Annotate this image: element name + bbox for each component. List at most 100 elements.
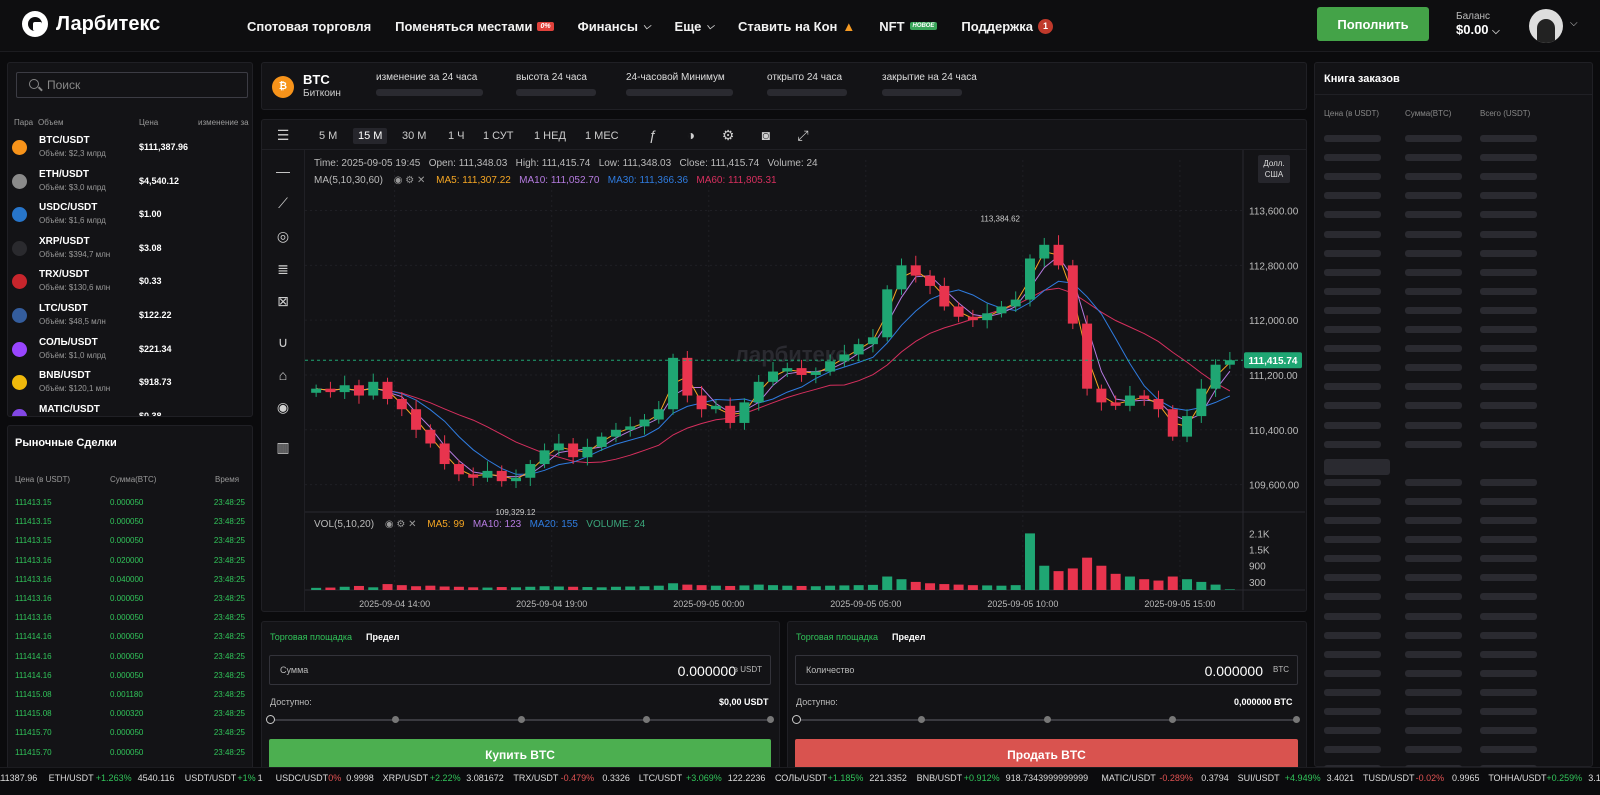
gear-icon[interactable]: ⚙ [721,127,735,143]
search-input[interactable]: Поиск [16,72,248,98]
ticker-item[interactable]: 122.2236 [727,773,766,783]
sell-quantity-field[interactable]: Количество 0.000000 BTC [795,655,1298,685]
brand-logo[interactable]: Ларбитекс [22,11,160,37]
timeframe-tab[interactable]: 1 СУТ [483,130,514,142]
market-row[interactable]: СОЛЬ/USDT Объём: $1,0 млрд $221.34 [12,333,253,367]
ticker-item[interactable]: 918.7343999999999 [1005,773,1089,783]
ticker-item[interactable]: СОЛЬ/USDT [775,773,828,783]
timeframe-tab[interactable]: 5 М [319,130,338,142]
ticker-item[interactable]: 221.3352 [869,773,907,783]
market-row[interactable]: XRP/USDT Объём: $394,7 млн $3.08 [12,232,253,266]
ticker-item[interactable]: ТОННА/USDT [1488,773,1547,783]
ticker-item[interactable]: +0.259% [1546,773,1583,783]
ticker-item[interactable]: 3.081672 [466,773,504,783]
price-chart[interactable]: 113,600.00 112,800.00 112,000.00 111,200.00… [305,150,1305,610]
trend-line-icon[interactable]: ⟋ [278,195,288,211]
ticker-item[interactable]: 1 [257,773,263,783]
buy-button[interactable]: Купить BTC [269,739,771,771]
ticker-item[interactable]: +1% [237,773,256,783]
sell-tab-market[interactable]: Торговая площадка [796,632,878,642]
nav-finance[interactable]: Финансы ⌵ [577,18,651,34]
nav-swap[interactable]: Поменяться местами 0% [395,19,554,34]
ticker-item[interactable]: TUSD/USDT [1363,773,1415,783]
ticker-item[interactable]: 0.3326 [602,773,630,783]
ticker-item[interactable]: 111387.96 [0,773,38,783]
currency-toggle[interactable]: Долл. США [1258,155,1290,183]
ticker-item[interactable]: 0.9965 [1452,773,1480,783]
ticker-item[interactable]: USDT/USDT [184,773,237,783]
deposit-button[interactable]: Пополнить [1317,7,1429,41]
ticker-item[interactable]: -0.02% [1415,773,1445,783]
magnet-icon[interactable]: ∪ [277,334,289,350]
ticker-item[interactable]: XRP/USDT [382,773,429,783]
ticker-item[interactable]: ETH/USDT [48,773,94,783]
market-row[interactable]: TRX/USDT Объём: $130,6 млн $0.33 [12,265,253,299]
col-change[interactable]: изменение за [198,118,249,127]
indicator-icon[interactable]: ƒ [649,127,657,143]
ticker-item[interactable]: BNB/USDT [916,773,963,783]
ticker-item[interactable]: -0.289% [1159,773,1193,783]
buy-amount-field[interactable]: Сумма 0.000000 в USDT [269,655,771,685]
menu-toggle-icon[interactable]: ☰ [276,127,290,143]
circle-icon[interactable]: ◎ [276,228,290,244]
ticker-item[interactable]: LTC/USDT [638,773,683,783]
ticker-item[interactable]: -0.479% [560,773,595,783]
sell-button[interactable]: Продать BTC [795,739,1298,771]
ticker-item[interactable]: 4540.116 [137,773,175,783]
ticker-item[interactable]: 3.4021 [1326,773,1355,783]
sell-tab-limit[interactable]: Предел [892,632,926,642]
slider-handle[interactable] [792,715,801,724]
ticker-item[interactable]: MATIC/USDT [1101,773,1156,783]
lock-icon[interactable]: ⌂ [278,367,288,383]
ticker-item[interactable]: TRX/USDT [513,773,559,783]
ticker-item[interactable]: 3.1 [1588,773,1600,783]
ticker-item[interactable]: 0% [328,773,342,783]
ticker-item[interactable]: +3.069% [686,773,722,783]
timeframe-tab[interactable]: 1 Ч [448,130,465,142]
ticker-item[interactable]: +0.912% [963,773,1000,783]
col-volume[interactable]: Объем [38,118,64,127]
market-row[interactable]: ETH/USDT Объём: $3,0 млрд $4,540.12 [12,165,253,199]
ticker-item[interactable]: +4.949% [1284,773,1321,783]
ticker-item[interactable]: SUI/USDT [1237,773,1280,783]
nav-stake[interactable]: Ставить на Кон ▲ [738,18,856,34]
buy-tab-limit[interactable]: Предел [366,632,400,642]
ticker-item[interactable]: +1.263% [95,773,132,783]
nav-nft[interactable]: NFT НОВОЕ [879,19,938,34]
ma-tools-icon[interactable]: ◉ ⚙ ✕ [393,175,426,186]
ticker-item[interactable]: USDC/USDT [275,773,329,783]
ticker-item[interactable]: +2.22% [429,773,461,783]
market-row[interactable]: USDC/USDT Объём: $1,6 млрд $1.00 [12,198,253,232]
avatar[interactable] [1529,9,1563,43]
market-row[interactable]: BNB/USDT Объём: $120,1 млн $918.73 [12,366,253,400]
col-pair[interactable]: Пара [14,118,34,127]
nav-more[interactable]: Еще ⌵ [674,18,715,34]
nav-support[interactable]: Поддержка 1 [961,18,1053,34]
vol-tools-icon[interactable]: ◉ ⚙ ✕ [384,519,417,530]
horizontal-line-icon[interactable]: — [276,163,290,179]
chevron-down-icon[interactable]: ⌵ [1570,18,1578,29]
ticker-item[interactable]: 0.3794 [1201,773,1229,783]
fullscreen-icon[interactable]: ⤢ [797,127,809,143]
market-row[interactable]: MATIC/USDT $0.38 [12,400,253,416]
balance-widget[interactable]: Баланс $0.00 ⌵ [1456,11,1500,37]
theme-icon[interactable]: ◑ [686,127,696,143]
timeframe-tab[interactable]: 1 МЕС [585,130,619,142]
ticker-item[interactable]: +1.185% [827,773,864,783]
nav-spot[interactable]: Спотовая торговля [247,18,372,34]
eye-icon[interactable]: ◉ [276,399,290,415]
ticker-item[interactable]: 0.9998 [346,773,374,783]
market-row[interactable]: LTC/USDT Объём: $48,5 млн $122.22 [12,299,253,333]
slider-handle[interactable] [266,715,275,724]
timeframe-tab[interactable]: 30 М [402,130,427,142]
timeframe-tab[interactable]: 15 М [353,128,388,144]
market-row[interactable]: BTC/USDT Объём: $2,3 млрд $111,387.96 [12,131,253,165]
trash-icon[interactable]: ▥ [276,439,290,455]
timeframe-tab[interactable]: 1 НЕД [534,130,566,142]
fibonacci-icon[interactable]: ≣ [277,261,289,277]
col-price[interactable]: Цена [139,118,159,127]
buy-tab-market[interactable]: Торговая площадка [270,632,352,642]
pattern-icon[interactable]: ⊠ [277,293,289,309]
sell-percent-slider[interactable] [792,715,1300,724]
buy-percent-slider[interactable] [266,715,774,724]
